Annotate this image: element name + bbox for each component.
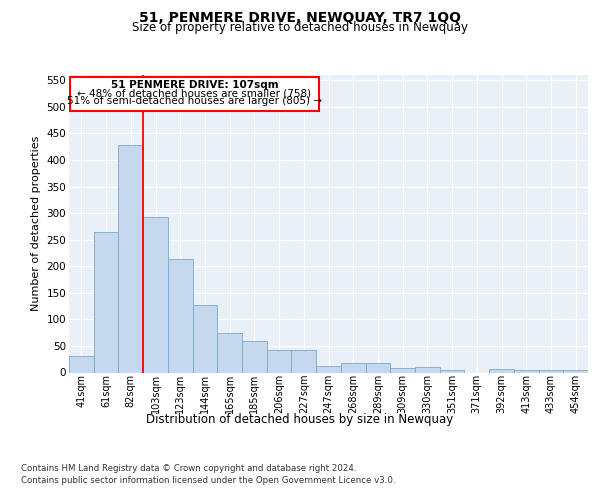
Bar bbox=[94, 232, 118, 372]
Bar bbox=[70, 77, 319, 111]
Bar bbox=[341, 363, 365, 372]
Bar bbox=[440, 370, 464, 372]
Text: 51, PENMERE DRIVE, NEWQUAY, TR7 1QQ: 51, PENMERE DRIVE, NEWQUAY, TR7 1QQ bbox=[139, 11, 461, 25]
Text: Size of property relative to detached houses in Newquay: Size of property relative to detached ho… bbox=[132, 22, 468, 35]
Bar bbox=[118, 145, 143, 372]
Text: Distribution of detached houses by size in Newquay: Distribution of detached houses by size … bbox=[146, 412, 454, 426]
Bar bbox=[242, 340, 267, 372]
Text: Contains public sector information licensed under the Open Government Licence v3: Contains public sector information licen… bbox=[21, 476, 395, 485]
Bar bbox=[415, 367, 440, 372]
Bar bbox=[193, 304, 217, 372]
Text: Contains HM Land Registry data © Crown copyright and database right 2024.: Contains HM Land Registry data © Crown c… bbox=[21, 464, 356, 473]
Bar bbox=[316, 366, 341, 372]
Bar bbox=[563, 370, 588, 372]
Bar bbox=[143, 217, 168, 372]
Bar bbox=[514, 370, 539, 372]
Bar bbox=[69, 356, 94, 372]
Bar bbox=[539, 370, 563, 372]
Bar bbox=[390, 368, 415, 372]
Y-axis label: Number of detached properties: Number of detached properties bbox=[31, 136, 41, 312]
Bar bbox=[292, 350, 316, 372]
Bar bbox=[489, 370, 514, 372]
Text: 51 PENMERE DRIVE: 107sqm: 51 PENMERE DRIVE: 107sqm bbox=[110, 80, 278, 90]
Text: ← 48% of detached houses are smaller (758): ← 48% of detached houses are smaller (75… bbox=[77, 88, 311, 99]
Bar bbox=[267, 350, 292, 372]
Bar bbox=[365, 363, 390, 372]
Bar bbox=[168, 259, 193, 372]
Text: 51% of semi-detached houses are larger (805) →: 51% of semi-detached houses are larger (… bbox=[67, 96, 322, 106]
Bar bbox=[217, 332, 242, 372]
